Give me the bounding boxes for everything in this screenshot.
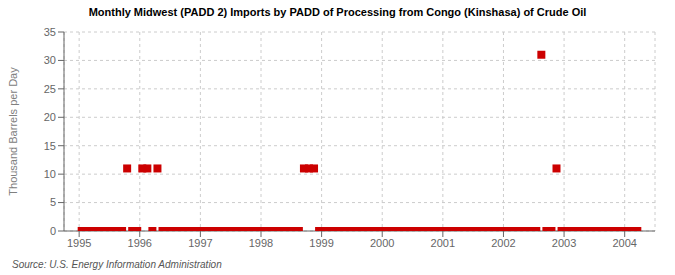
svg-text:2000: 2000 [370, 237, 394, 249]
svg-text:1998: 1998 [249, 237, 273, 249]
svg-text:25: 25 [44, 83, 56, 95]
svg-text:1996: 1996 [128, 237, 152, 249]
svg-text:2001: 2001 [431, 237, 455, 249]
svg-text:2004: 2004 [612, 237, 636, 249]
svg-text:0: 0 [50, 225, 56, 237]
svg-text:1995: 1995 [67, 237, 91, 249]
html-text:Monthly Midwest (PADD 2) Impor: Monthly Midwest (PADD 2) Imports by PADD… [88, 6, 587, 18]
svg-text:10: 10 [44, 168, 56, 180]
svg-text:1997: 1997 [188, 237, 212, 249]
svg-text:2002: 2002 [491, 237, 515, 249]
svg-text:15: 15 [44, 140, 56, 152]
svg-text:Thousand Barrels per Day: Thousand Barrels per Day [8, 67, 19, 196]
svg-text:35: 35 [44, 26, 56, 38]
svg-text:1999: 1999 [309, 237, 333, 249]
svg-text:5: 5 [50, 196, 56, 208]
svg-text:30: 30 [44, 54, 56, 66]
svg-text:2003: 2003 [552, 237, 576, 249]
svg-text:20: 20 [44, 111, 56, 123]
html-text:Source: U.S. Energy Informatio: Source: U.S. Energy Information Administ… [12, 259, 222, 270]
